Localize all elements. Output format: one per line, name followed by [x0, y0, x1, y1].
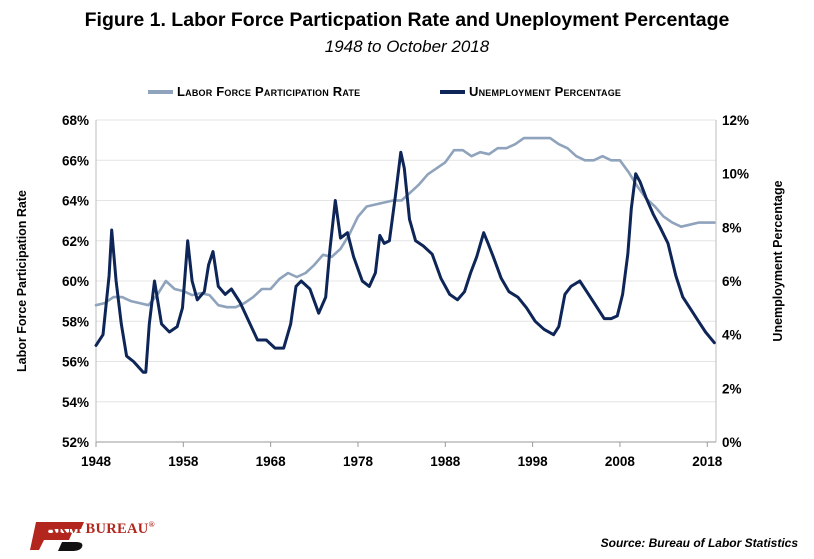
left-tick-label: 64% [62, 194, 89, 209]
right-axis-title: Unemployment Percentage [771, 180, 785, 341]
left-tick-label: 56% [62, 355, 89, 370]
right-tick-label: 8% [722, 220, 742, 235]
right-tick-label: 12% [722, 113, 749, 128]
x-tick-label: 1988 [430, 454, 461, 469]
legend-swatch-unemp [440, 89, 465, 94]
legend-label-unemp: Unemployment Percentage [469, 84, 622, 99]
left-tick-label: 68% [62, 113, 89, 128]
x-tick-label: 1978 [343, 454, 374, 469]
right-tick-label: 0% [722, 435, 742, 450]
farm-bureau-logo-mark-icon [30, 522, 84, 551]
right-tick-label: 10% [722, 167, 749, 182]
right-tick-label: 6% [722, 274, 742, 289]
registered-mark: ® [148, 520, 155, 529]
chart-subtitle: 1948 to October 2018 [324, 37, 490, 56]
x-tick-label: 1998 [518, 454, 549, 469]
left-tick-label: 52% [62, 435, 89, 450]
series-line-unemp [94, 150, 716, 374]
source-note: Source: Bureau of Labor Statistics [600, 536, 798, 550]
x-tick-label: 1968 [256, 454, 287, 469]
legend-item-lfpr: Labor Force Participation Rate [148, 84, 360, 99]
left-tick-label: 66% [62, 153, 89, 168]
legend-swatch-lfpr [148, 89, 173, 94]
left-tick-label: 62% [62, 234, 89, 249]
left-tick-label: 60% [62, 274, 89, 289]
x-tick-label: 1948 [81, 454, 112, 469]
left-tick-label: 54% [62, 395, 89, 410]
legend: Labor Force Participation Rate Unemploym… [0, 84, 814, 104]
x-tick-label: 2008 [605, 454, 636, 469]
x-tick-label: 1958 [168, 454, 199, 469]
left-axis-title: Labor Force Participation Rate [15, 190, 29, 372]
chart-title: Figure 1. Labor Force Particpation Rate … [84, 9, 730, 31]
x-tick-label: 2018 [692, 454, 723, 469]
legend-label-lfpr: Labor Force Participation Rate [177, 84, 361, 99]
left-tick-label: 58% [62, 314, 89, 329]
series-line-lfpr [94, 136, 716, 309]
right-tick-label: 4% [722, 328, 742, 343]
right-tick-label: 2% [722, 381, 742, 396]
legend-item-unemp: Unemployment Percentage [440, 84, 621, 99]
farm-bureau-logo: FARM BUREAU® [28, 520, 155, 551]
